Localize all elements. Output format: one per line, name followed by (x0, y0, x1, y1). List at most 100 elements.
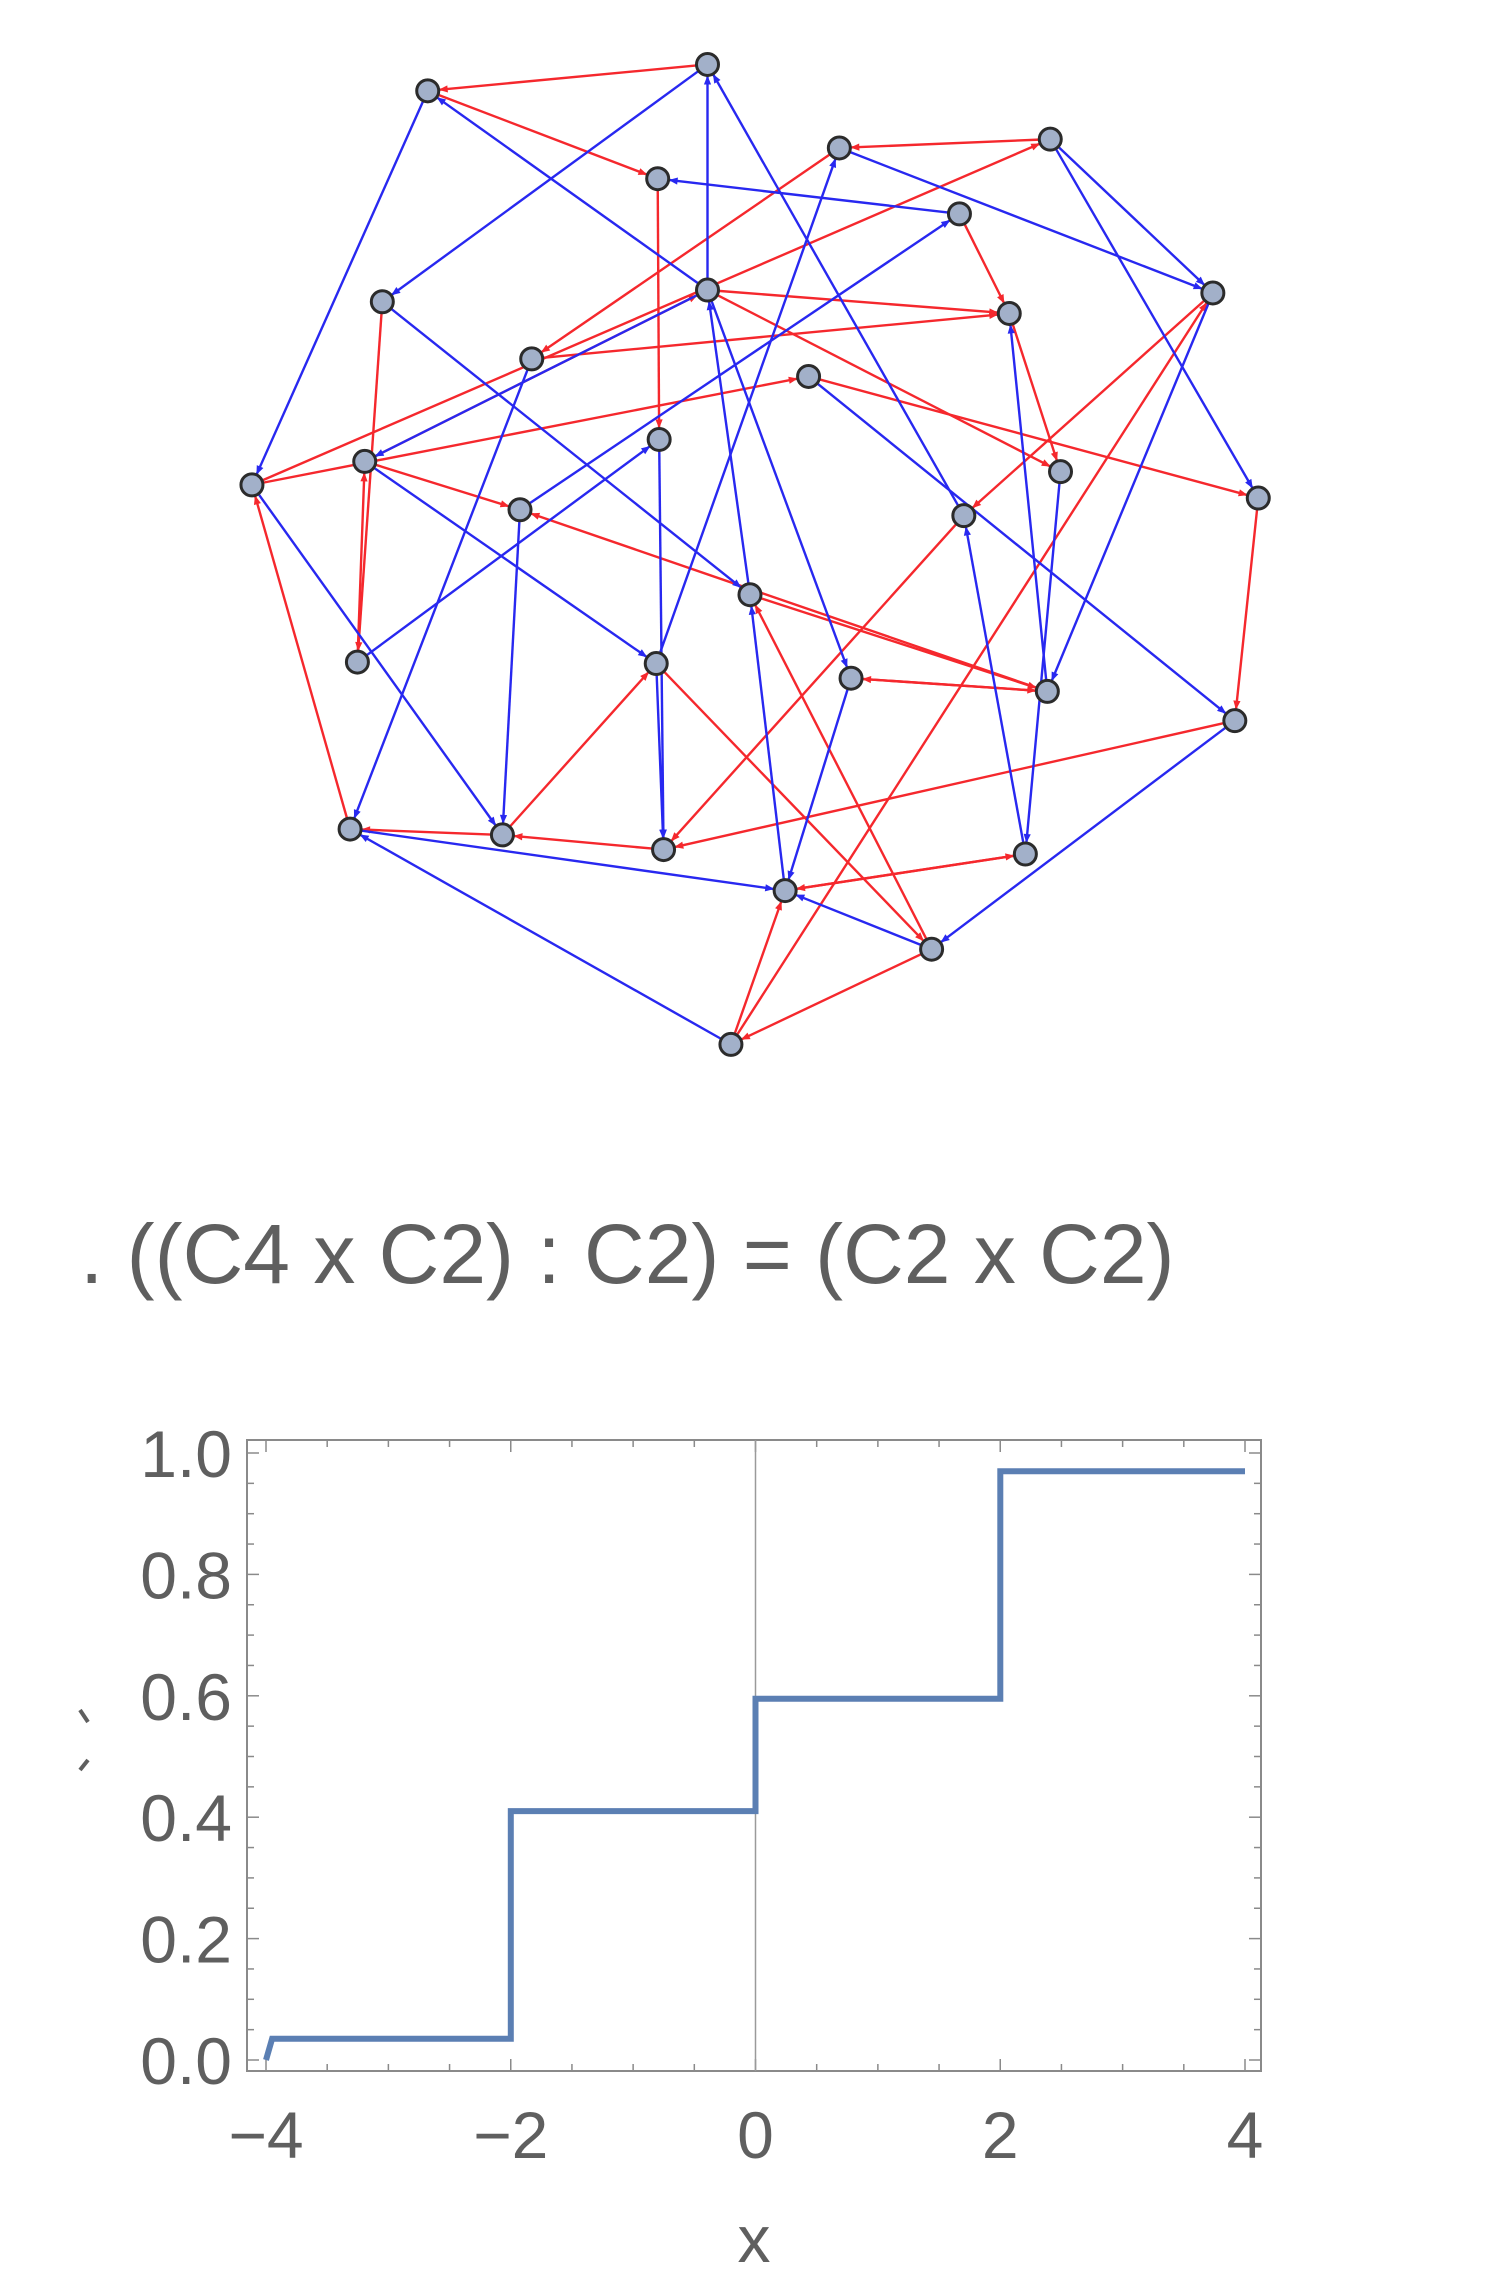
red-edge-22 (253, 495, 349, 819)
graph-node-23 (1034, 678, 1060, 704)
graph-node-7 (369, 289, 395, 315)
blue-edge-31 (528, 219, 951, 505)
y-tick-label: 0.2 (140, 1903, 232, 1977)
graph-node-16 (1245, 485, 1271, 511)
blue-edge-14 (257, 493, 498, 827)
red-edge-12 (355, 312, 383, 652)
blue-edge-9 (374, 293, 699, 458)
blue-edge-4 (1054, 148, 1254, 490)
red-edge-9 (542, 311, 999, 360)
blue-edge-24 (1007, 324, 1048, 681)
blue-edge-3 (1057, 145, 1206, 287)
blue-edge-15 (373, 466, 648, 659)
blue-edge-16 (658, 450, 667, 839)
red-edge-21 (861, 675, 1037, 692)
x-tick-label: −4 (228, 2098, 303, 2172)
graph-node-2 (1037, 126, 1063, 152)
blue-edge-10 (710, 299, 849, 669)
graph-node-29 (772, 878, 798, 904)
red-edge-35 (740, 952, 923, 1041)
x-tick-label: 2 (982, 2098, 1019, 2172)
blue-edge-25 (939, 726, 1227, 944)
red-edge-1 (437, 93, 648, 176)
blue-edge-0 (255, 100, 425, 476)
red-edge-25 (361, 826, 492, 836)
blue-edge-1 (390, 69, 700, 297)
red-edge-13 (262, 376, 799, 484)
blue-edge-2 (435, 96, 700, 285)
blue-edges (255, 69, 1254, 1041)
blue-edge-17 (1023, 482, 1061, 844)
x-tick-label: 4 (1227, 2098, 1264, 2172)
red-edges (253, 64, 1259, 1041)
red-edge-24 (513, 833, 653, 850)
graph-node-1 (694, 51, 720, 77)
graph-node-5 (946, 201, 972, 227)
y-tick-labels: 0.0 0.2 0.4 0.6 0.8 1.0 (140, 1417, 232, 2098)
red-edge-32 (356, 472, 368, 652)
graph-node-13 (352, 448, 378, 474)
blue-edge-12 (352, 368, 529, 820)
graph-node-9 (996, 300, 1022, 326)
blue-edge-30 (748, 605, 786, 880)
y-tick-label: 1.0 (140, 1417, 232, 1491)
blue-edge-29 (359, 833, 722, 1041)
blue-edge-19 (711, 73, 960, 507)
red-edge-3 (540, 153, 831, 354)
x-tick-label: 0 (737, 2098, 774, 2172)
graph-node-20 (344, 649, 370, 675)
y-tick-label: 0.8 (140, 1538, 232, 1612)
step-line (263, 1468, 1245, 2061)
y-tick-label: 0.6 (140, 1660, 232, 1734)
graph-node-25 (337, 816, 363, 842)
blue-edge-32 (658, 157, 837, 654)
x-axis-label: x (738, 2202, 771, 2276)
x-tick-label: −2 (473, 2098, 548, 2172)
step-plot: −4 −2 0 2 4 0.0 0.2 0.4 0.6 0.8 1.0 x (78, 1417, 1263, 2276)
red-edge-31 (508, 670, 650, 828)
graph-node-6 (1200, 280, 1226, 306)
graph-node-31 (718, 1031, 744, 1057)
graph-node-15 (1048, 459, 1074, 485)
graph-node-21 (643, 651, 669, 677)
graph-node-0 (415, 78, 441, 104)
red-edge-11 (971, 299, 1206, 510)
graph-node-4 (645, 166, 671, 192)
x-tick-labels: −4 −2 0 2 4 (228, 2098, 1263, 2172)
red-edge-16 (1233, 508, 1259, 710)
blue-edge-18 (499, 520, 521, 825)
blue-edge-8 (390, 307, 743, 589)
red-edge-0 (438, 64, 697, 93)
red-edge-23 (674, 721, 1225, 849)
graph-node-19 (737, 582, 763, 608)
blue-edge-27 (963, 526, 1025, 844)
plot-frame (246, 1439, 1262, 2072)
graph-node-28 (1012, 841, 1038, 867)
blue-edge-23 (787, 688, 849, 881)
red-edge-29 (733, 900, 783, 1035)
blue-edge-20 (706, 300, 750, 584)
red-edge-14 (374, 463, 510, 508)
graph-node-27 (651, 837, 677, 863)
graph-node-22 (838, 665, 864, 691)
graph-node-30 (919, 936, 945, 962)
red-edge-6 (716, 293, 1052, 468)
graph-node-11 (796, 363, 822, 389)
red-edge-10 (818, 378, 1248, 497)
cayley-graph (239, 51, 1271, 1057)
blue-edge-28 (794, 893, 922, 947)
graph-nodes (239, 51, 1271, 1057)
graph-node-17 (507, 497, 533, 523)
y-axis-label-fragment (78, 1708, 90, 1772)
red-edge-8 (963, 223, 1006, 305)
graph-node-12 (239, 472, 265, 498)
red-edge-5 (718, 289, 999, 316)
red-edge-17 (670, 522, 958, 843)
red-edge-20 (530, 512, 1038, 689)
blue-edge-22 (655, 674, 667, 839)
y-tick-label: 0.0 (140, 2024, 232, 2098)
red-edge-28 (753, 603, 928, 940)
graph-node-18 (951, 503, 977, 529)
